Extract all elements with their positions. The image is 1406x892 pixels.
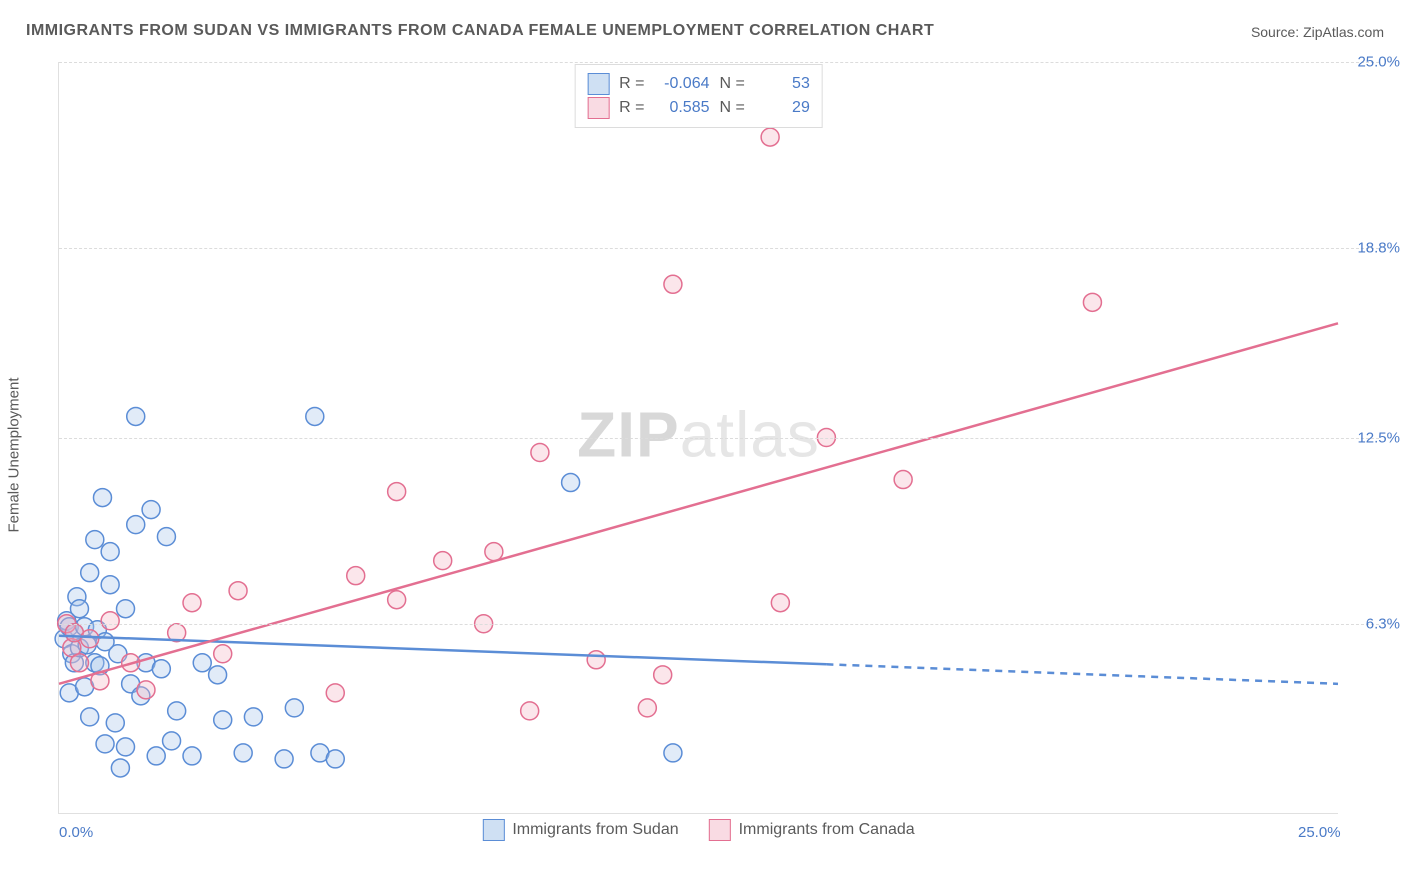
source-attribution: Source: ZipAtlas.com (1251, 24, 1384, 40)
y-tick-label: 12.5% (1357, 429, 1400, 446)
n-value-1: 29 (755, 99, 810, 117)
data-point (664, 744, 682, 762)
trend-line (59, 323, 1338, 683)
swatch-series-1 (587, 97, 609, 119)
data-point (434, 552, 452, 570)
data-point (117, 600, 135, 618)
legend-label-0: Immigrants from Sudan (512, 821, 678, 839)
chart-title: IMMIGRANTS FROM SUDAN VS IMMIGRANTS FROM… (26, 22, 934, 40)
y-tick-label: 6.3% (1366, 615, 1400, 632)
data-point (664, 275, 682, 293)
data-point (106, 714, 124, 732)
n-label: N = (720, 99, 745, 117)
data-point (521, 702, 539, 720)
data-point (214, 711, 232, 729)
data-point (157, 528, 175, 546)
data-point (285, 699, 303, 717)
data-point (347, 567, 365, 585)
data-point (275, 750, 293, 768)
data-point (326, 684, 344, 702)
data-point (209, 666, 227, 684)
data-point (70, 654, 88, 672)
data-point (761, 128, 779, 146)
data-point (96, 735, 114, 753)
grid-line (59, 248, 1379, 249)
stats-row-0: R = -0.064 N = 53 (587, 73, 810, 95)
grid-line (59, 438, 1379, 439)
data-point (81, 630, 99, 648)
data-point (244, 708, 262, 726)
data-point (101, 543, 119, 561)
data-point (234, 744, 252, 762)
data-point (1083, 293, 1101, 311)
stats-legend-box: R = -0.064 N = 53 R = 0.585 N = 29 (574, 64, 823, 128)
data-point (142, 501, 160, 519)
data-point (147, 747, 165, 765)
data-point (137, 681, 155, 699)
swatch-series-0 (587, 73, 609, 95)
data-point (638, 699, 656, 717)
data-point (101, 576, 119, 594)
data-point (183, 594, 201, 612)
legend-item-0: Immigrants from Sudan (482, 819, 678, 841)
data-point (183, 747, 201, 765)
data-point (306, 407, 324, 425)
data-point (86, 531, 104, 549)
data-point (168, 702, 186, 720)
plot-area: ZIPatlas R = -0.064 N = 53 R = 0.585 N =… (58, 62, 1338, 814)
data-point (587, 651, 605, 669)
data-point (193, 654, 211, 672)
r-label: R = (619, 75, 644, 93)
data-point (111, 759, 129, 777)
data-point (326, 750, 344, 768)
n-value-0: 53 (755, 75, 810, 93)
r-value-1: 0.585 (655, 99, 710, 117)
legend-swatch-1 (709, 819, 731, 841)
legend-swatch-0 (482, 819, 504, 841)
data-point (214, 645, 232, 663)
x-tick-label: 25.0% (1298, 824, 1341, 841)
n-label: N = (720, 75, 745, 93)
data-point (531, 444, 549, 462)
grid-line (59, 62, 1379, 63)
source-name: ZipAtlas.com (1303, 24, 1384, 40)
y-axis-label: Female Unemployment (6, 377, 23, 532)
data-point (101, 612, 119, 630)
legend-item-1: Immigrants from Canada (709, 819, 915, 841)
data-point (562, 474, 580, 492)
stats-row-1: R = 0.585 N = 29 (587, 97, 810, 119)
legend-label-1: Immigrants from Canada (739, 821, 915, 839)
trend-line (826, 664, 1338, 684)
source-prefix: Source: (1251, 24, 1303, 40)
data-point (388, 591, 406, 609)
data-point (152, 660, 170, 678)
r-value-0: -0.064 (655, 75, 710, 93)
data-point (163, 732, 181, 750)
r-label: R = (619, 99, 644, 117)
data-point (127, 407, 145, 425)
grid-line (59, 624, 1379, 625)
data-point (81, 564, 99, 582)
data-point (127, 516, 145, 534)
data-point (654, 666, 672, 684)
trend-line (59, 636, 826, 665)
y-tick-label: 18.8% (1357, 240, 1400, 257)
data-point (229, 582, 247, 600)
data-point (771, 594, 789, 612)
data-point (70, 600, 88, 618)
data-point (388, 483, 406, 501)
bottom-legend: Immigrants from Sudan Immigrants from Ca… (482, 819, 914, 841)
data-point (93, 489, 111, 507)
data-point (81, 708, 99, 726)
data-point (894, 471, 912, 489)
y-tick-label: 25.0% (1357, 54, 1400, 71)
data-point (117, 738, 135, 756)
chart-container: Female Unemployment ZIPatlas R = -0.064 … (0, 60, 1406, 850)
x-tick-label: 0.0% (59, 824, 93, 841)
data-point (485, 543, 503, 561)
